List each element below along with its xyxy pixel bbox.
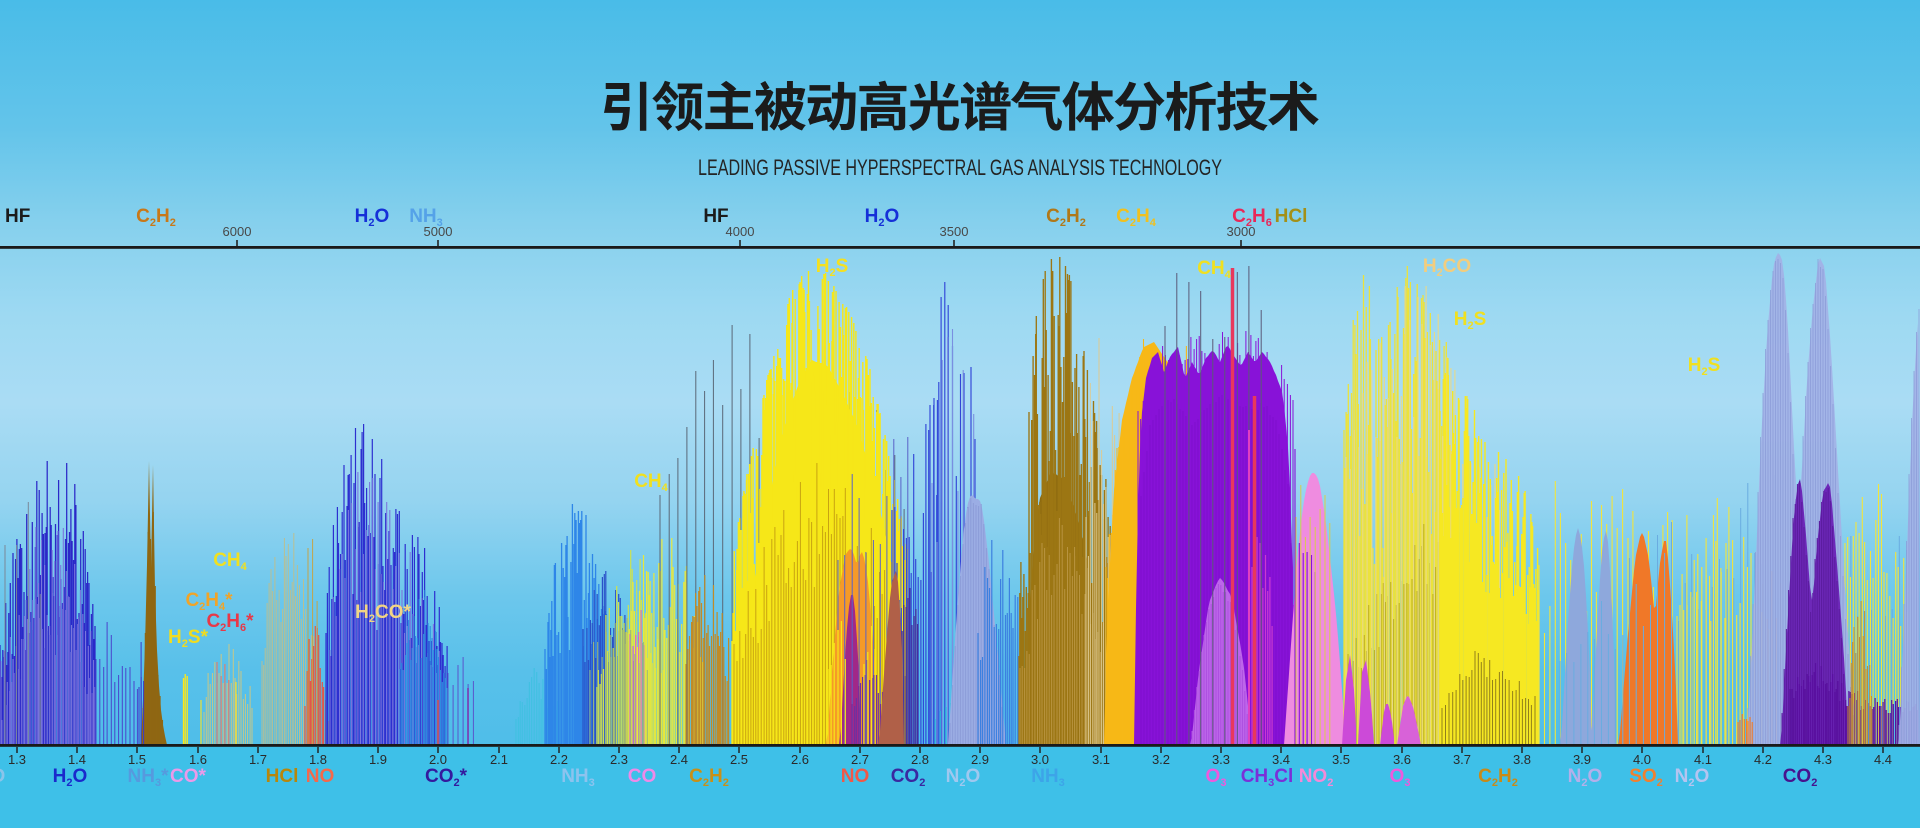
svg-text:CH4: CH4 — [213, 550, 247, 573]
svg-text:1.6: 1.6 — [189, 752, 207, 767]
svg-text:4.3: 4.3 — [1814, 752, 1832, 767]
svg-text:NH3: NH3 — [561, 766, 595, 789]
svg-text:CO2*: CO2* — [425, 766, 468, 789]
svg-text:CH4: CH4 — [1197, 258, 1231, 281]
svg-text:H2CO*: H2CO* — [355, 602, 411, 625]
svg-text:3500: 3500 — [940, 224, 969, 239]
svg-text:3000: 3000 — [1227, 224, 1256, 239]
svg-text:C2H6: C2H6 — [1232, 206, 1272, 229]
svg-text:2.7: 2.7 — [851, 752, 869, 767]
svg-text:C2H6*: C2H6* — [206, 611, 254, 634]
svg-text:NO: NO — [841, 766, 870, 787]
svg-text:CO2: CO2 — [1783, 766, 1818, 789]
svg-text:H2S: H2S — [1688, 355, 1721, 378]
svg-text:4000: 4000 — [726, 224, 755, 239]
svg-text:3.2: 3.2 — [1152, 752, 1170, 767]
svg-text:NH3*: NH3* — [128, 766, 170, 789]
svg-text:3.5: 3.5 — [1332, 752, 1350, 767]
svg-text:H2CO: H2CO — [1423, 256, 1471, 279]
svg-text:C2H2: C2H2 — [136, 206, 176, 229]
svg-text:H2O: H2O — [53, 766, 88, 789]
svg-text:C2H4*: C2H4* — [185, 590, 233, 613]
svg-text:C2H2: C2H2 — [689, 766, 729, 789]
svg-text:CH4: CH4 — [634, 471, 668, 494]
svg-text:H2S*: H2S* — [168, 627, 209, 650]
svg-text:N2O: N2O — [1675, 766, 1710, 789]
svg-text:NO2: NO2 — [1299, 766, 1334, 789]
svg-text:HF: HF — [703, 206, 728, 227]
svg-text:2.8: 2.8 — [911, 752, 929, 767]
svg-text:3.1: 3.1 — [1092, 752, 1110, 767]
svg-text:1.9: 1.9 — [369, 752, 387, 767]
svg-text:NH3: NH3 — [409, 206, 443, 229]
svg-text:LEADING PASSIVE HYPERSPECTRAL: LEADING PASSIVE HYPERSPECTRAL GAS ANALYS… — [698, 155, 1222, 180]
svg-text:1.4: 1.4 — [68, 752, 86, 767]
svg-text:H2S: H2S — [1454, 309, 1487, 332]
svg-text:HF: HF — [5, 206, 30, 227]
svg-text:NH3: NH3 — [1031, 766, 1065, 789]
svg-text:H2S: H2S — [816, 256, 849, 279]
svg-text:2.6: 2.6 — [791, 752, 809, 767]
svg-text:O3: O3 — [1390, 766, 1411, 789]
svg-text:C2H2: C2H2 — [1046, 206, 1086, 229]
svg-text:1.5: 1.5 — [128, 752, 146, 767]
svg-text:2.5: 2.5 — [730, 752, 748, 767]
svg-text:H2O: H2O — [865, 206, 900, 229]
svg-text:2.9: 2.9 — [971, 752, 989, 767]
svg-text:2.2: 2.2 — [550, 752, 568, 767]
svg-text:N2O: N2O — [1568, 766, 1603, 789]
svg-text:4.1: 4.1 — [1694, 752, 1712, 767]
svg-text:3.7: 3.7 — [1453, 752, 1471, 767]
svg-text:SO2: SO2 — [1629, 766, 1663, 789]
svg-text:CH3Cl: CH3Cl — [1241, 766, 1294, 789]
svg-text:2.3: 2.3 — [610, 752, 628, 767]
svg-text:6000: 6000 — [223, 224, 252, 239]
svg-text:4.4: 4.4 — [1874, 752, 1892, 767]
svg-text:HCl: HCl — [1275, 206, 1308, 227]
svg-text:3.9: 3.9 — [1573, 752, 1591, 767]
svg-text:C2H4: C2H4 — [1116, 206, 1157, 229]
svg-text:2.1: 2.1 — [490, 752, 508, 767]
svg-text:5000: 5000 — [424, 224, 453, 239]
svg-text:NO: NO — [306, 766, 335, 787]
svg-text:N2O: N2O — [0, 766, 5, 789]
svg-text:CO: CO — [628, 766, 657, 787]
svg-text:2.0: 2.0 — [429, 752, 447, 767]
svg-text:3.0: 3.0 — [1031, 752, 1049, 767]
svg-text:CO2: CO2 — [891, 766, 926, 789]
svg-text:N2O: N2O — [946, 766, 981, 789]
svg-text:3.8: 3.8 — [1513, 752, 1531, 767]
svg-text:HCl: HCl — [266, 766, 299, 787]
svg-text:C2H2: C2H2 — [1478, 766, 1518, 789]
svg-text:O3: O3 — [1206, 766, 1227, 789]
svg-text:4.0: 4.0 — [1633, 752, 1651, 767]
svg-text:3.4: 3.4 — [1272, 752, 1290, 767]
svg-text:4.2: 4.2 — [1754, 752, 1772, 767]
svg-text:1.8: 1.8 — [309, 752, 327, 767]
svg-text:1.7: 1.7 — [249, 752, 267, 767]
svg-text:3.3: 3.3 — [1212, 752, 1230, 767]
svg-text:2.4: 2.4 — [670, 752, 688, 767]
svg-text:CO*: CO* — [170, 766, 207, 787]
svg-text:3.6: 3.6 — [1393, 752, 1411, 767]
svg-text:H2O: H2O — [355, 206, 390, 229]
svg-text:1.3: 1.3 — [8, 752, 26, 767]
